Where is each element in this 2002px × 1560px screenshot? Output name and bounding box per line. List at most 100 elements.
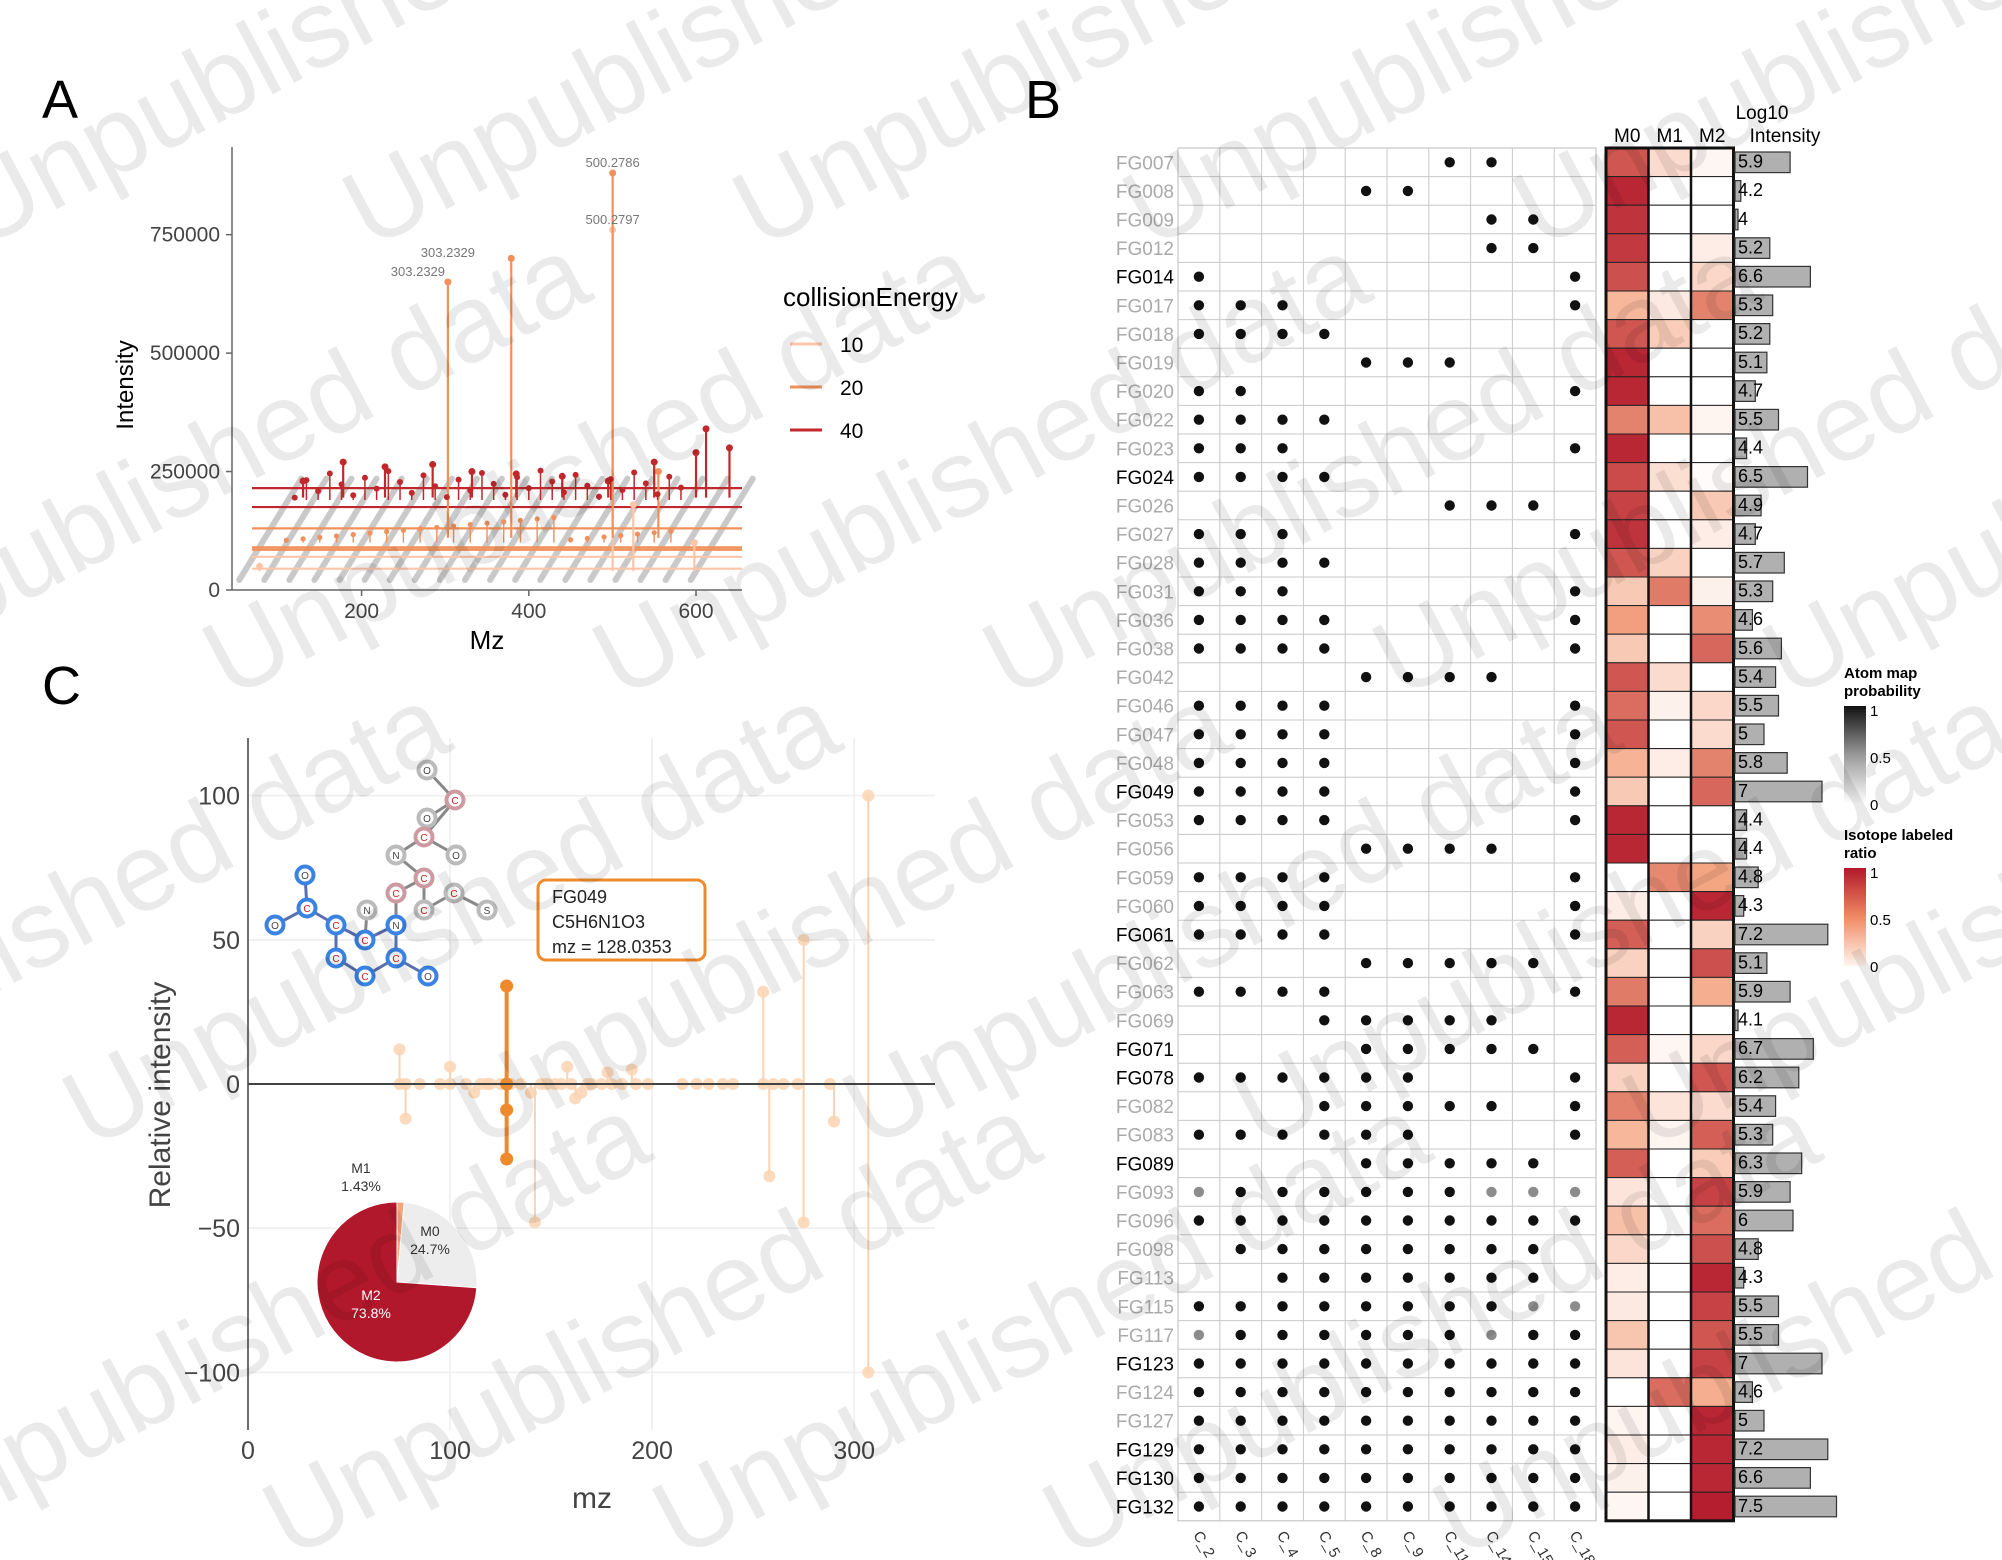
isotope-cell xyxy=(1648,319,1692,349)
atom-map-dot xyxy=(1277,872,1288,883)
atom-map-dot xyxy=(1402,1072,1414,1083)
atom-map-dot xyxy=(1277,1444,1288,1455)
intensity-value: 4.4 xyxy=(1738,838,1763,858)
molecule-atom xyxy=(443,882,465,904)
atom-map-dot xyxy=(1277,443,1288,454)
row-label: FG127 xyxy=(1116,1412,1174,1433)
row-label: FG026 xyxy=(1116,497,1174,518)
molecule-atom-label: C xyxy=(392,954,399,965)
isotope-cell xyxy=(1648,776,1692,807)
atom-map-dot xyxy=(1486,1015,1497,1026)
atom-map-dot xyxy=(1444,1415,1455,1426)
atom-map-dot xyxy=(1528,214,1539,225)
atom-map-dot xyxy=(1402,1215,1414,1226)
atom-map-dot xyxy=(1528,1501,1539,1512)
atom-map-dot xyxy=(1569,986,1581,997)
background-point xyxy=(561,1060,574,1073)
pie-label-M1-name: M1 xyxy=(351,1160,371,1176)
minor-peak-point xyxy=(385,468,392,475)
atom-map-dot xyxy=(1193,528,1205,540)
atom-map-dot xyxy=(1319,1444,1330,1455)
atom-map-dot xyxy=(1193,1186,1205,1198)
atom-map-dot xyxy=(1277,1301,1288,1312)
atom-map-dot xyxy=(1360,357,1372,368)
minor-peak-point-20 xyxy=(300,536,306,542)
atom-map-dot xyxy=(1444,1358,1455,1369)
atom-map-dot xyxy=(1193,1501,1205,1512)
minor-peak-point-20 xyxy=(517,517,524,523)
intensity-value: 6.3 xyxy=(1738,1153,1763,1173)
molecule-atom-label: C xyxy=(361,936,368,947)
atom-map-dot xyxy=(1486,1272,1497,1283)
atom-map-dot xyxy=(1360,1415,1372,1426)
panel-a-label: A xyxy=(42,70,78,130)
atom-map-dot xyxy=(1360,957,1372,969)
highlight-point xyxy=(500,979,514,993)
isotope-cell xyxy=(1690,1491,1734,1522)
atom-map-dot xyxy=(1319,1301,1330,1312)
atom-map-dot xyxy=(1402,671,1414,683)
atom-map-legend-title-1: Atom map xyxy=(1844,665,1917,682)
atom-map-dot xyxy=(1402,1415,1414,1426)
atom-map-dot xyxy=(1444,1472,1455,1484)
atom-map-dot xyxy=(1277,643,1288,654)
y-tick-label: 0 xyxy=(226,1071,240,1099)
intensity-bar xyxy=(1734,666,1777,688)
isotope-cell xyxy=(1648,891,1692,921)
atom-map-dot xyxy=(1319,986,1330,997)
atom-map-dot xyxy=(1235,872,1246,883)
peak-point-10 xyxy=(629,501,637,509)
intensity-bar xyxy=(1734,580,1774,603)
atom-map-dot xyxy=(1402,1358,1414,1369)
intensity-value: 5.9 xyxy=(1738,981,1763,1001)
panel-a-y-axis-label: Intensity xyxy=(112,340,139,429)
isotope-column-label: M1 xyxy=(1657,126,1683,147)
intensity-bar xyxy=(1734,894,1745,917)
atom-map-dot xyxy=(1444,1158,1455,1169)
molecule-atom-label: C xyxy=(451,796,458,807)
minor-peak-point-20 xyxy=(568,537,574,543)
atom-map-dot xyxy=(1444,1100,1455,1112)
atom-map-dot xyxy=(1569,300,1581,311)
molecule-atom-label: O xyxy=(423,766,431,777)
x-tick-label: 0 xyxy=(241,1437,255,1465)
atom-map-dot xyxy=(1569,1100,1581,1112)
minor-peak-point xyxy=(642,480,649,487)
atom-map-dot xyxy=(1319,614,1330,626)
background-point xyxy=(601,1066,614,1079)
isotope-cell xyxy=(1605,690,1649,721)
background-point xyxy=(468,1086,481,1099)
atom-map-dot xyxy=(1277,1072,1288,1083)
isotope-cell xyxy=(1605,748,1649,778)
atom-map-dot xyxy=(1569,900,1581,912)
molecule-atom-label: S xyxy=(484,906,491,917)
isotope-cell xyxy=(1648,404,1692,435)
atom-map-dot xyxy=(1193,729,1205,740)
atom-map-dot xyxy=(1486,1243,1497,1255)
legend-label-40: 40 xyxy=(840,420,863,443)
atom-map-dot xyxy=(1360,1072,1372,1083)
intensity-bar xyxy=(1734,809,1748,831)
row-label: FG008 xyxy=(1116,182,1174,203)
atom-map-dot xyxy=(1277,1329,1288,1341)
isotope-tick-1: 1 xyxy=(1870,865,1878,882)
minor-peak-point xyxy=(303,477,310,484)
minor-peak-point xyxy=(408,489,415,496)
atom-map-dot xyxy=(1235,300,1246,311)
y-tick-label: −100 xyxy=(184,1359,240,1387)
isotope-cell xyxy=(1690,605,1734,635)
molecule-atom xyxy=(294,864,316,886)
minor-peak-point xyxy=(607,476,614,483)
atom-map-dot xyxy=(1235,1444,1246,1455)
isotope-cell xyxy=(1605,576,1649,607)
minor-peak-point xyxy=(420,472,427,479)
atom-map-dot xyxy=(1319,1415,1330,1426)
atom-map-dot xyxy=(1360,1158,1372,1169)
intensity-bar xyxy=(1734,866,1759,889)
row-label: FG130 xyxy=(1116,1469,1174,1490)
highlight-point xyxy=(500,1103,514,1117)
intensity-bar xyxy=(1734,1438,1829,1461)
atom-map-dot xyxy=(1569,1358,1581,1369)
isotope-cell xyxy=(1690,1205,1734,1236)
atom-map-dot xyxy=(1193,1215,1205,1226)
